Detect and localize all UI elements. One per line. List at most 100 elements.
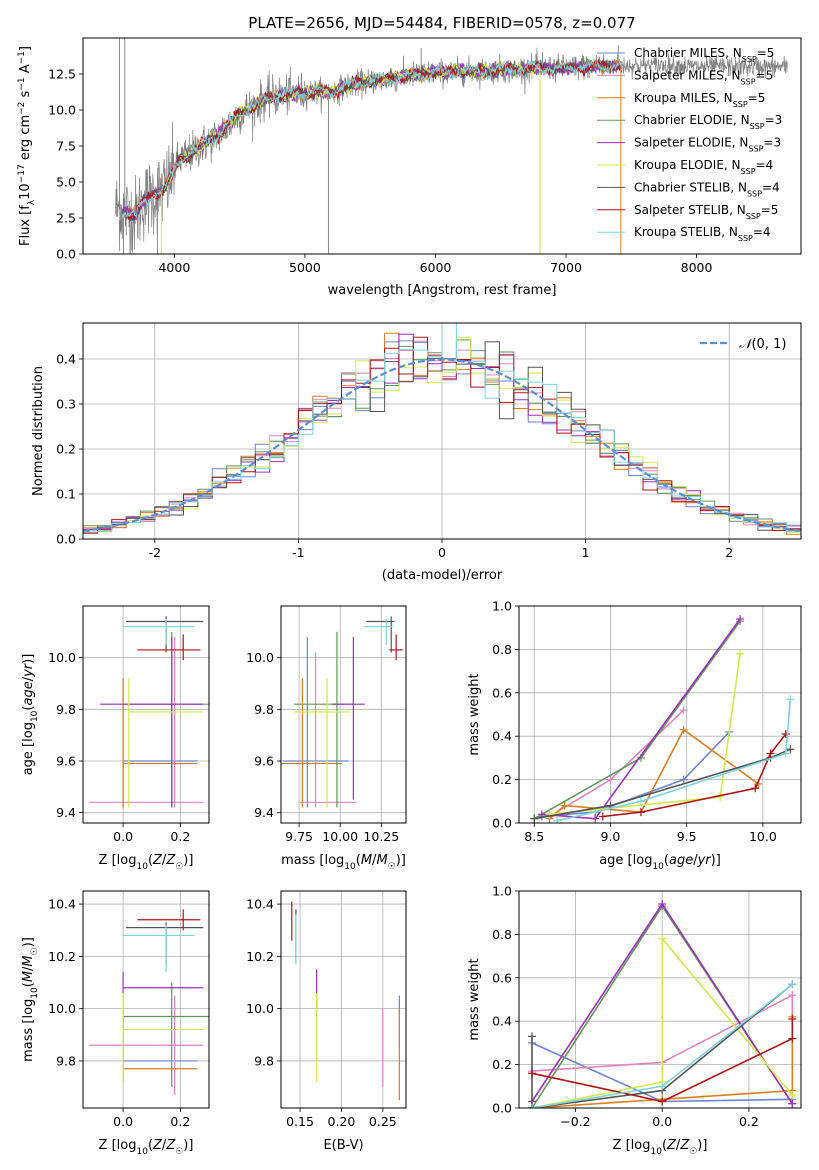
y-tick-label: 10.2 [246, 949, 274, 964]
label-part: / [21, 966, 36, 971]
x-tick-label: 0.0 [652, 1114, 672, 1129]
legend-n: =5 [757, 46, 775, 60]
x-tick-label: 5000 [289, 260, 321, 275]
legend-model-name: Kroupa STELIB, N [634, 225, 738, 239]
legend-sub: SSP [748, 144, 763, 153]
series-marker-chabrier-stelib [786, 745, 795, 754]
y-tick-label: 0.2 [56, 442, 76, 457]
legend-label: Chabrier ELODIE, NSSP=3 [634, 113, 782, 131]
x-tick-label: 2 [725, 545, 733, 560]
x-tick-label: 0.20 [328, 1114, 356, 1129]
label-part: Z [log [99, 1138, 137, 1153]
y-tick-label: 1.0 [492, 884, 512, 899]
legend-args: (0, 1) [751, 337, 786, 352]
label-part: 10 [652, 862, 664, 872]
x-axis-label: mass [log10(M/M☉)] [281, 853, 406, 872]
label-part: M [21, 971, 36, 982]
y-tick-label: 0.0 [492, 1101, 512, 1116]
label-part: )] [21, 654, 36, 664]
y-axis-label: Flux [fλ10−17 erg cm−2 s−1 A−1] [17, 46, 37, 246]
label-part: Z [165, 1138, 176, 1153]
y-tick-label: 0.0 [56, 532, 76, 547]
model-line-kroupa-elodie [160, 62, 541, 197]
legend-sub: SSP [741, 167, 756, 176]
label-part: ( [148, 853, 153, 868]
legend-sub: SSP [742, 55, 757, 64]
x-axis-label: Z [log10(Z/Z☉)] [613, 1138, 708, 1157]
series-line-kroupa-miles [531, 1016, 794, 1108]
label-part: )] [183, 853, 193, 868]
x-axis-label: Z [log10(Z/Z☉)] [99, 853, 194, 872]
x-tick-label: 7000 [550, 260, 582, 275]
series-marker-kroupa-stelib [528, 1104, 537, 1108]
series-line-chabrier-miles [541, 731, 730, 818]
x-tick-label: 0.2 [739, 1114, 759, 1129]
label-part: 10 [30, 710, 40, 722]
y-axis-label-part: −17 [17, 164, 27, 183]
x-tick-label: 0.0 [113, 1114, 133, 1129]
y-tick-label: 9.4 [254, 805, 274, 820]
series-marker-kroupa-stelib [658, 1082, 667, 1091]
legend-label: Salpeter STELIB, NSSP=5 [634, 203, 778, 221]
legend-n: =4 [762, 180, 780, 194]
panel-mass_vs_ebv: 0.15 0.20 0.25 9.8 10.0 10.2 10.4 E(B-V) [246, 890, 407, 1153]
series-line-chabrier-elodie [533, 620, 741, 820]
x-tick-label: 9.5 [677, 829, 697, 844]
label-part: )] [21, 937, 36, 947]
x-axis-label: wavelength [Angstrom, rest frame] [328, 283, 557, 298]
model-line-kroupa-stelib [121, 58, 623, 219]
y-tick-label: 10.0 [246, 650, 274, 665]
y-tick-label: 10.0 [246, 1001, 274, 1016]
label-part: 10 [650, 1147, 662, 1157]
legend-label: 𝒩(0, 1) [739, 337, 786, 352]
x-tick-label: 0.25 [369, 1114, 397, 1129]
series-marker-salpeter-stelib [658, 1097, 667, 1106]
legend-label: Kroupa MILES, NSSP=5 [634, 91, 765, 109]
legend-label: Chabrier STELIB, NSSP=4 [634, 180, 780, 198]
panel-mass_vs_Z: 0.0 0.29.810.010.210.4Z [log10(Z/Z☉)]mass… [21, 890, 210, 1157]
legend-n: =5 [761, 203, 779, 217]
y-tick-label: 9.8 [254, 702, 274, 717]
label-part: ( [21, 982, 36, 987]
label-part: M [376, 853, 387, 868]
plot-area [115, 38, 788, 254]
legend-model-name: Salpeter STELIB, N [634, 203, 746, 217]
y-tick-label: 9.4 [56, 805, 76, 820]
y-tick-label: 10.2 [48, 949, 76, 964]
label-part: / [162, 853, 167, 868]
legend-sub: SSP [738, 234, 753, 243]
plot-area [83, 323, 801, 535]
label-part: Z [165, 853, 176, 868]
label-part: ( [356, 853, 361, 868]
y-tick-label: 0.0 [492, 816, 512, 831]
y-tick-label: 9.8 [56, 1053, 76, 1068]
y-tick-label: 12.5 [48, 67, 76, 82]
panel-residuals: -2 -1 0 1 2 0.0 0.1 0.2 0.3 0.4 𝒩(0, 1) (data-model… [31, 322, 802, 583]
series-marker-salpeter-stelib [598, 812, 607, 821]
legend-model-name: Kroupa ELODIE, N [634, 158, 741, 172]
legend-model-name: Salpeter MILES, N [634, 68, 741, 82]
y-axis-label-part: Flux [f [18, 205, 33, 246]
plot-area [528, 900, 797, 1108]
series-marker-salpeter-stelib [751, 784, 760, 793]
x-tick-label: -1 [292, 545, 304, 560]
y-tick-label: 0.2 [492, 772, 512, 787]
panel-age_vs_Z: 0.0 0.29.49.69.810.0Z [log10(Z/Z☉)]age [l… [21, 605, 210, 872]
series-marker-kroupa-stelib [781, 749, 790, 758]
label-part: ( [148, 1138, 153, 1153]
series-marker-salpeter-miles [788, 991, 797, 1000]
panel-mass_weight_vs_Z: −0.2 0.0 0.20.00.20.40.60.81.0Z [log10(Z/Z… [467, 884, 802, 1157]
x-tick-label: 10.0 [749, 829, 777, 844]
x-axis-label: Z [log10(Z/Z☉)] [99, 1138, 194, 1157]
label-part: M [21, 955, 36, 966]
series-marker-kroupa-miles [560, 801, 569, 810]
series-line-kroupa-elodie [531, 936, 793, 1108]
y-tick-label: 10.0 [48, 1001, 76, 1016]
label-part: ☉ [175, 1147, 183, 1157]
y-tick-label: 0.0 [56, 247, 76, 262]
label-part: ( [664, 853, 669, 868]
x-tick-label: 0.2 [170, 1114, 190, 1129]
x-tick-label: 0.2 [170, 829, 190, 844]
plot-area [281, 616, 403, 808]
